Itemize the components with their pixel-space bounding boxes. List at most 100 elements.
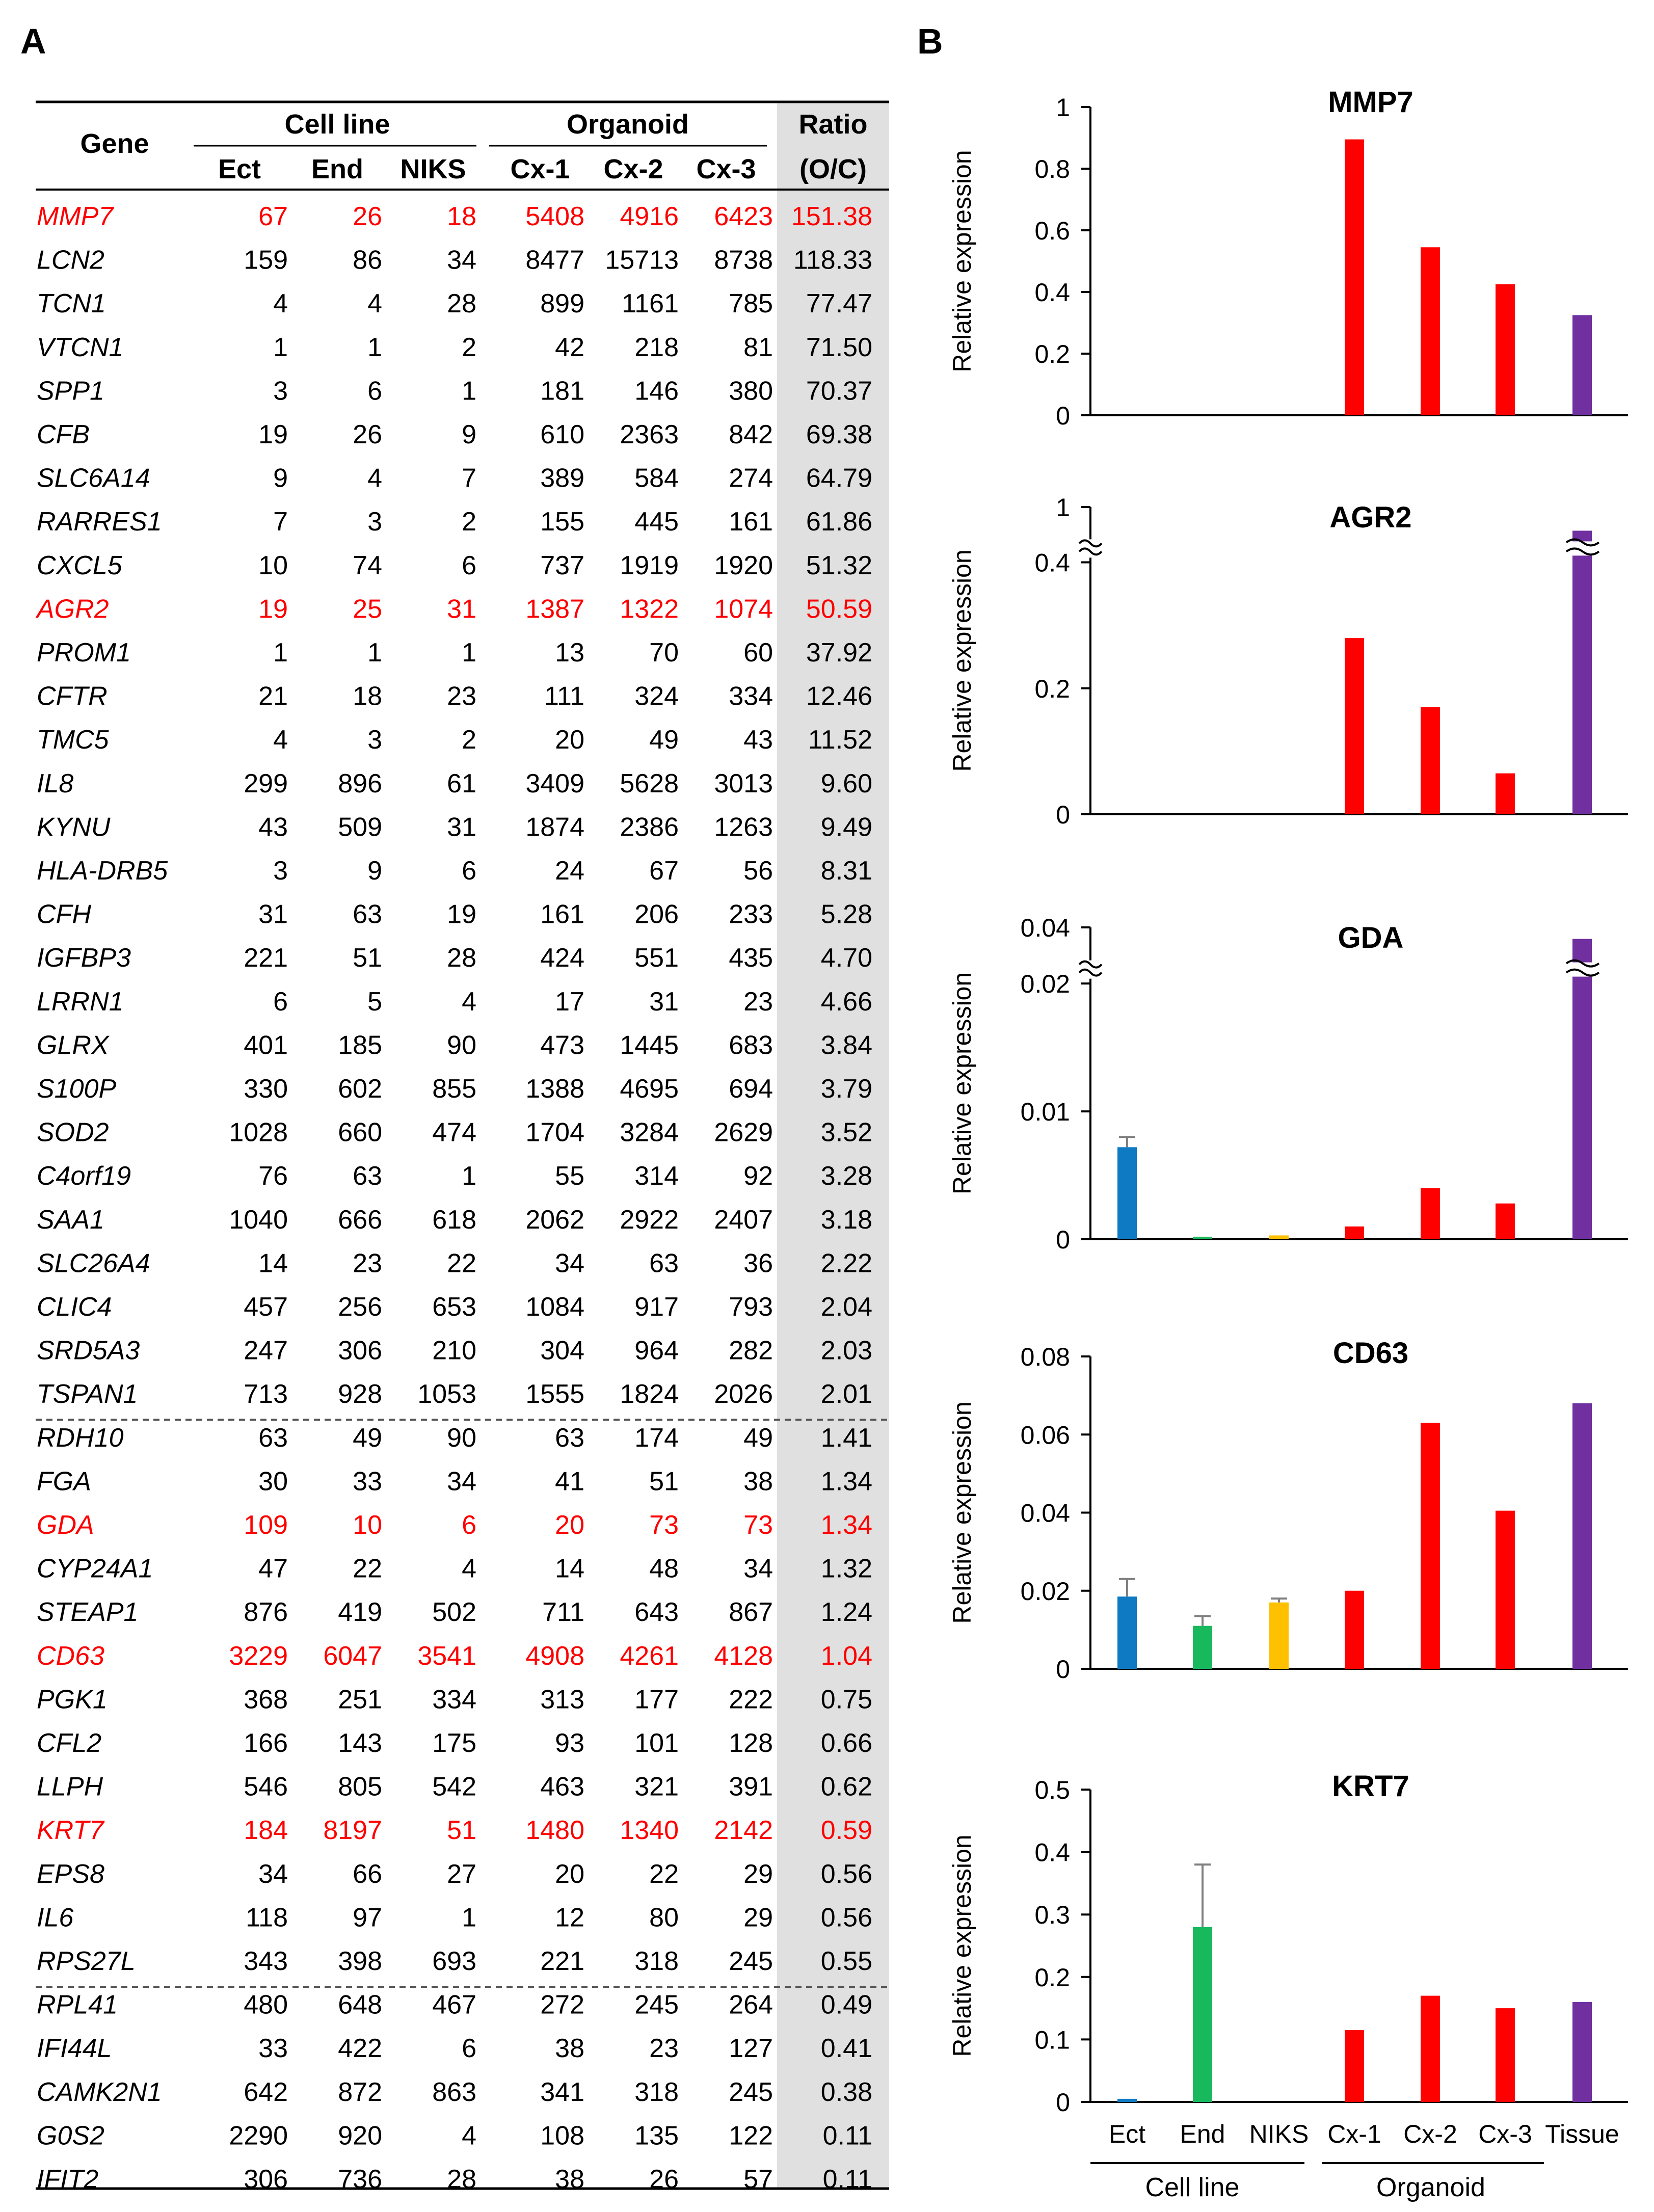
table-cell: 24 [555, 856, 584, 886]
gene-name: FGA [37, 1467, 91, 1496]
agr2-bar-cx-1 [1345, 637, 1364, 814]
table-cell: 6 [462, 856, 476, 886]
gene-name: IGFBP3 [37, 943, 131, 973]
table-cell: 435 [729, 943, 773, 973]
table-cell: 9 [273, 464, 288, 493]
table-cell: 111 [544, 682, 584, 711]
table-cell: 1028 [229, 1118, 288, 1148]
mmp7-chart-title: MMP7 [1328, 86, 1413, 119]
krt7-bar-cx-1 [1345, 2030, 1364, 2102]
table-cell: 1322 [620, 594, 679, 624]
mmp7-bar-cx-2 [1421, 247, 1440, 415]
table-cell: 368 [244, 1685, 288, 1714]
gene-name: SLC26A4 [37, 1248, 150, 1278]
table-cell: 398 [338, 1947, 382, 1976]
table-cell: 63 [649, 1248, 679, 1278]
table-cell: 23 [353, 1248, 382, 1278]
gene-name: IL6 [37, 1903, 73, 1932]
table-cell: 1874 [525, 812, 584, 842]
table-cell: 19 [447, 900, 476, 929]
table-cell: 643 [634, 1597, 679, 1627]
table-cell: 10 [258, 551, 288, 580]
x-category-label: Cx-2 [1403, 2120, 1457, 2148]
table-cell: 51 [447, 1816, 476, 1845]
table-cell: 318 [634, 1947, 679, 1976]
table-cell: 128 [729, 1728, 773, 1758]
table-cell: 90 [447, 1423, 476, 1453]
table-cell: 694 [729, 1074, 773, 1104]
gene-name: PROM1 [37, 638, 131, 668]
ratio-cell: 11.52 [808, 725, 872, 755]
table-cell: 467 [432, 1990, 476, 2020]
gene-name: RPS27L [37, 1947, 136, 1976]
table-cell: 41 [555, 1467, 584, 1496]
gene-name: STEAP1 [37, 1597, 138, 1627]
table-cell: 4908 [525, 1641, 584, 1671]
table-cell: 34 [447, 1467, 476, 1496]
agr2-bar-break-mark [1565, 538, 1600, 547]
mmp7-y-tick-label: 1 [1056, 93, 1070, 122]
table-cell: 314 [634, 1161, 679, 1191]
table-cell: 1387 [525, 594, 584, 624]
gene-name: IFI44L [37, 2034, 112, 2063]
table-cell: 8738 [714, 246, 773, 275]
table-cell: 51 [353, 943, 382, 973]
gene-name: TCN1 [37, 289, 106, 318]
table-cell: 264 [729, 1990, 773, 2020]
table-cell: 247 [244, 1336, 288, 1366]
gene-name: SAA1 [37, 1205, 104, 1235]
cd63-y-axis-label: Relative expression [948, 1401, 976, 1623]
ratio-cell: 0.49 [821, 1990, 872, 2020]
table-cell: 785 [729, 289, 773, 318]
table-cell: 274 [729, 464, 773, 493]
agr2-y-tick-label: 0.2 [1034, 675, 1070, 703]
ratio-cell: 4.66 [821, 987, 872, 1017]
x-group-cell-line: Cell line [1145, 2173, 1240, 2202]
ratio-cell: 0.59 [821, 1816, 872, 1845]
table-cell: 1 [462, 1903, 476, 1932]
ratio-cell: 3.28 [821, 1161, 872, 1191]
table-cell: 896 [338, 769, 382, 798]
table-cell: 49 [743, 1423, 773, 1453]
x-category-label: End [1180, 2120, 1225, 2148]
x-category-label: NIKS [1249, 2120, 1309, 2148]
gene-name: TMC5 [37, 725, 110, 755]
table-cell: 56 [743, 856, 773, 886]
cd63-y-tick-label: 0 [1056, 1655, 1070, 1684]
table-cell: 245 [729, 1947, 773, 1976]
krt7-y-tick-label: 0.5 [1034, 1776, 1070, 1804]
table-cell: 683 [729, 1030, 773, 1060]
table-cell: 14 [258, 1248, 288, 1278]
table-cell: 6423 [714, 202, 773, 231]
table-cell: 542 [432, 1772, 476, 1802]
table-cell: 22 [447, 1248, 476, 1278]
table-cell: 93 [555, 1728, 584, 1758]
table-cell: 34 [555, 1248, 584, 1278]
table-cell: 330 [244, 1074, 288, 1104]
table-cell: 4 [462, 1554, 476, 1584]
table-cell: 1704 [525, 1118, 584, 1148]
table-cell: 642 [244, 2077, 288, 2107]
gene-name: CFH [37, 900, 91, 929]
cd63-y-tick-label: 0.06 [1021, 1421, 1070, 1449]
x-category-label: Cx-3 [1478, 2120, 1532, 2148]
table-cell: 233 [729, 900, 773, 929]
table-cell: 8197 [323, 1816, 382, 1845]
gene-name: VTCN1 [37, 333, 123, 362]
gene-name: MMP7 [37, 202, 114, 231]
table-cell: 51 [649, 1467, 679, 1496]
header-col-ect: Ect [218, 154, 261, 184]
gene-name: CFB [37, 420, 90, 449]
gda-bar-cx-3 [1496, 1203, 1515, 1239]
table-cell: 20 [555, 725, 584, 755]
table-cell: 713 [244, 1379, 288, 1409]
gene-name: LRRN1 [37, 987, 124, 1017]
table-cell: 1445 [620, 1030, 679, 1060]
table-cell: 693 [432, 1947, 476, 1976]
gda-y-axis-label: Relative expression [948, 972, 976, 1194]
table-cell: 43 [743, 725, 773, 755]
table-cell: 143 [338, 1728, 382, 1758]
krt7-y-tick-label: 0.3 [1034, 1901, 1070, 1929]
table-cell: 324 [634, 682, 679, 711]
mmp7-bar-cx-3 [1496, 284, 1515, 415]
